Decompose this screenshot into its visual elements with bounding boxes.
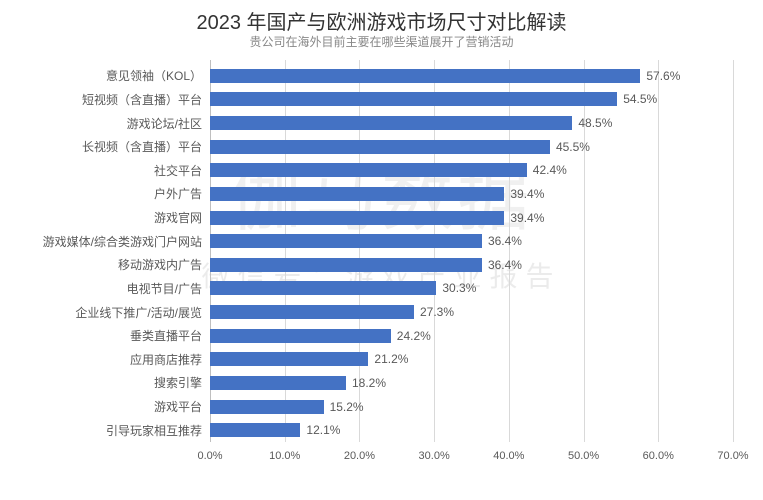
category-label: 游戏平台 (154, 398, 210, 415)
bar (210, 352, 368, 366)
bar (210, 423, 300, 437)
bar-row: 引导玩家相互推荐12.1% (210, 422, 733, 438)
category-label: 移动游戏内广告 (118, 256, 210, 273)
bar (210, 305, 414, 319)
x-tick-label: 60.0% (643, 450, 674, 462)
value-label: 30.3% (442, 281, 476, 295)
bar-row: 游戏平台15.2% (210, 399, 733, 415)
category-label: 游戏官网 (154, 209, 210, 226)
chart-subtitle: 贵公司在海外目前主要在哪些渠道展开了营销活动 (0, 33, 763, 50)
x-tick-label: 0.0% (197, 450, 222, 462)
bar (210, 258, 482, 272)
bar-row: 游戏论坛/社区48.5% (210, 115, 733, 131)
bar (210, 400, 324, 414)
chart-title: 2023 年国产与欧洲游戏市场尺寸对比解读 (0, 0, 763, 35)
bar (210, 163, 527, 177)
category-label: 电视节目/广告 (127, 280, 210, 297)
value-label: 12.1% (306, 423, 340, 437)
value-label: 18.2% (352, 376, 386, 390)
bars-container: 意见领袖（KOL）57.6% 短视频（含直播）平台54.5% 游戏论坛/社区48.5… (210, 64, 733, 442)
chart-area: 意见领袖（KOL）57.6% 短视频（含直播）平台54.5% 游戏论坛/社区48.5… (210, 60, 733, 470)
bar (210, 281, 436, 295)
bar-row: 移动游戏内广告36.4% (210, 257, 733, 273)
category-label: 短视频（含直播）平台 (82, 91, 210, 108)
category-label: 户外广告 (154, 185, 210, 202)
bar (210, 140, 550, 154)
x-tick-label: 50.0% (568, 450, 599, 462)
x-tick-label: 20.0% (344, 450, 375, 462)
category-label: 引导玩家相互推荐 (106, 422, 210, 439)
value-label: 27.3% (420, 305, 454, 319)
x-tick-label: 30.0% (419, 450, 450, 462)
bar-row: 户外广告39.4% (210, 186, 733, 202)
bar (210, 69, 640, 83)
bar (210, 234, 482, 248)
value-label: 36.4% (488, 258, 522, 272)
bar (210, 329, 391, 343)
bar (210, 376, 346, 390)
bar-row: 电视节目/广告30.3% (210, 280, 733, 296)
bar-row: 垂类直播平台24.2% (210, 328, 733, 344)
bar-row: 企业线下推广/活动/展览27.3% (210, 304, 733, 320)
category-label: 意见领袖（KOL） (106, 67, 210, 84)
category-label: 游戏媒体/综合类游戏门户网站 (43, 233, 210, 250)
value-label: 15.2% (330, 400, 364, 414)
value-label: 39.4% (510, 211, 544, 225)
bar (210, 92, 617, 106)
bar (210, 187, 504, 201)
category-label: 游戏论坛/社区 (127, 115, 210, 132)
value-label: 54.5% (623, 92, 657, 106)
bar-row: 搜索引擎18.2% (210, 375, 733, 391)
x-tick-label: 10.0% (269, 450, 300, 462)
bar (210, 211, 504, 225)
bar-row: 意见领袖（KOL）57.6% (210, 68, 733, 84)
value-label: 21.2% (374, 352, 408, 366)
category-label: 应用商店推荐 (130, 351, 210, 368)
x-tick-label: 40.0% (493, 450, 524, 462)
gridline (733, 60, 734, 442)
bar-row: 游戏官网39.4% (210, 210, 733, 226)
bar-row: 游戏媒体/综合类游戏门户网站36.4% (210, 233, 733, 249)
category-label: 社交平台 (154, 162, 210, 179)
bar-row: 社交平台42.4% (210, 162, 733, 178)
value-label: 36.4% (488, 234, 522, 248)
category-label: 企业线下推广/活动/展览 (75, 304, 210, 321)
value-label: 39.4% (510, 187, 544, 201)
value-label: 48.5% (578, 116, 612, 130)
bar-row: 长视频（含直播）平台45.5% (210, 139, 733, 155)
bar (210, 116, 572, 130)
value-label: 45.5% (556, 140, 590, 154)
bar-row: 短视频（含直播）平台54.5% (210, 91, 733, 107)
value-label: 24.2% (397, 329, 431, 343)
bar-row: 应用商店推荐21.2% (210, 351, 733, 367)
value-label: 42.4% (533, 163, 567, 177)
category-label: 长视频（含直播）平台 (82, 138, 210, 155)
x-tick-label: 70.0% (717, 450, 748, 462)
category-label: 搜索引擎 (154, 374, 210, 391)
value-label: 57.6% (646, 69, 680, 83)
category-label: 垂类直播平台 (130, 327, 210, 344)
